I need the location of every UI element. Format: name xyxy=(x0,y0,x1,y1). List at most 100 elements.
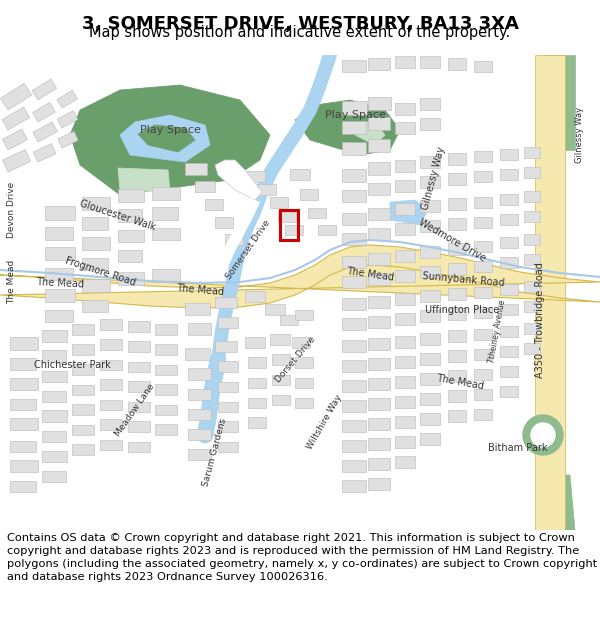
Bar xyxy=(72,324,94,335)
Bar xyxy=(295,310,313,320)
Bar xyxy=(100,360,122,370)
Bar xyxy=(188,449,211,460)
Bar xyxy=(420,433,440,445)
Bar xyxy=(155,365,177,375)
Bar xyxy=(368,117,390,130)
Bar xyxy=(342,256,366,268)
Bar xyxy=(82,279,110,292)
Bar xyxy=(474,217,492,228)
Bar xyxy=(368,97,391,110)
Bar xyxy=(395,436,415,448)
Circle shape xyxy=(523,415,563,455)
Bar xyxy=(474,61,492,72)
Polygon shape xyxy=(138,125,195,152)
Bar xyxy=(368,378,390,390)
Bar xyxy=(448,263,466,275)
Bar xyxy=(118,189,144,202)
Bar xyxy=(215,297,237,308)
Bar xyxy=(265,304,285,315)
Bar xyxy=(420,310,440,322)
Bar xyxy=(248,417,266,428)
Bar xyxy=(420,353,440,365)
Bar xyxy=(474,409,492,420)
Bar xyxy=(395,313,415,325)
Bar xyxy=(118,272,144,285)
Bar xyxy=(100,440,122,450)
Bar xyxy=(500,366,518,377)
Text: Wedmore Drive: Wedmore Drive xyxy=(417,217,487,263)
Bar xyxy=(33,122,58,142)
Bar xyxy=(72,364,94,375)
Bar xyxy=(2,107,29,130)
Text: The Mead: The Mead xyxy=(7,260,17,304)
Text: A350 - Trowbridge Road: A350 - Trowbridge Road xyxy=(535,262,545,378)
Bar xyxy=(205,199,223,210)
Text: Frogmore Road: Frogmore Road xyxy=(64,256,136,288)
Bar xyxy=(292,337,310,348)
Text: The Mead: The Mead xyxy=(346,266,394,282)
Text: 7theiney Avenue: 7theiney Avenue xyxy=(487,299,507,364)
Text: Contains OS data © Crown copyright and database right 2021. This information is : Contains OS data © Crown copyright and d… xyxy=(7,533,598,582)
Text: Gilnessy Way: Gilnessy Way xyxy=(421,145,447,211)
Bar xyxy=(395,160,415,172)
Bar xyxy=(188,389,211,400)
Bar xyxy=(420,290,440,302)
Text: Wiltshire Way: Wiltshire Way xyxy=(305,393,344,451)
Bar xyxy=(368,398,390,410)
Bar xyxy=(295,398,313,408)
Bar xyxy=(118,209,142,222)
Bar xyxy=(185,163,207,175)
Text: Gilnessy Way: Gilnessy Way xyxy=(575,107,584,163)
Bar xyxy=(342,190,366,202)
Bar xyxy=(270,197,288,208)
Bar xyxy=(10,460,38,472)
Bar xyxy=(500,386,518,397)
Bar xyxy=(342,460,366,472)
Bar xyxy=(128,421,150,432)
Text: Map shows position and indicative extent of the property.: Map shows position and indicative extent… xyxy=(89,24,511,39)
Bar xyxy=(82,217,108,230)
Text: Sunnybank Road: Sunnybank Road xyxy=(422,271,505,289)
Bar xyxy=(342,360,366,372)
Bar xyxy=(448,410,466,422)
Bar xyxy=(368,58,390,70)
Bar xyxy=(420,56,440,68)
Bar xyxy=(42,471,66,482)
Bar xyxy=(245,171,265,182)
Bar xyxy=(100,339,122,350)
Polygon shape xyxy=(370,245,400,265)
Bar xyxy=(318,225,336,235)
Bar xyxy=(448,243,466,255)
Text: Meadow Lane: Meadow Lane xyxy=(113,382,157,438)
Polygon shape xyxy=(0,245,600,308)
Text: Devon Drive: Devon Drive xyxy=(7,182,17,238)
Bar xyxy=(82,300,108,312)
Bar xyxy=(420,333,440,345)
Polygon shape xyxy=(70,85,270,195)
Bar xyxy=(420,118,440,130)
Bar xyxy=(1,83,32,110)
Bar xyxy=(10,481,36,492)
Bar xyxy=(245,291,265,302)
Text: The Mead: The Mead xyxy=(176,283,224,297)
Bar xyxy=(290,169,310,180)
Bar xyxy=(272,354,290,365)
Bar xyxy=(395,56,415,68)
Bar xyxy=(368,208,390,220)
Bar xyxy=(395,223,415,235)
Bar xyxy=(500,257,518,268)
Bar xyxy=(42,451,67,462)
Bar xyxy=(10,441,36,452)
Bar xyxy=(128,362,150,372)
Bar xyxy=(218,382,238,392)
Bar xyxy=(342,213,366,225)
Bar xyxy=(500,194,518,205)
Bar xyxy=(420,220,440,232)
Bar xyxy=(500,237,518,248)
Bar xyxy=(118,230,144,242)
Polygon shape xyxy=(545,55,575,150)
Bar xyxy=(128,341,150,352)
Bar xyxy=(368,358,390,370)
Bar xyxy=(474,197,492,208)
Bar xyxy=(100,319,122,330)
